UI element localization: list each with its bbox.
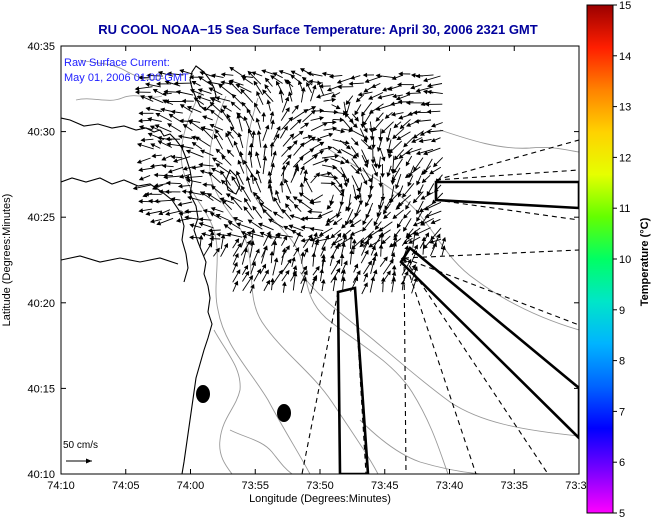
colorbar-tick-label: 5 xyxy=(619,508,625,519)
current-annotation-line1: Raw Surface Current: xyxy=(64,57,170,69)
colorbar-tick-label: 6 xyxy=(619,457,625,469)
x-axis-label: Longitude (Degrees:Minutes) xyxy=(249,493,391,505)
scale-legend: 50 cm/s xyxy=(63,440,98,464)
colorbar-tick-label: 10 xyxy=(619,254,631,266)
y-tick-label: 40:10 xyxy=(27,469,55,481)
station-marker-east xyxy=(277,404,291,422)
x-tick-label: 73:35 xyxy=(500,480,528,492)
station-marker-west xyxy=(196,385,210,403)
colorbar-label: Temperature (°C) xyxy=(639,217,651,306)
y-tick-label: 40:35 xyxy=(27,41,55,53)
x-tick-label: 73:55 xyxy=(241,480,269,492)
colorbar-tick-label: 11 xyxy=(619,203,630,215)
colorbar-tick-label: 15 xyxy=(619,0,631,12)
y-tick-label: 40:30 xyxy=(27,127,55,139)
colorbar-tick-label: 14 xyxy=(619,51,631,63)
x-tick-label: 73:40 xyxy=(436,480,464,492)
x-tick-label: 74:10 xyxy=(47,480,75,492)
colorbar-tick-label: 8 xyxy=(619,356,625,368)
x-tick-label: 73:45 xyxy=(371,480,399,492)
y-axis-ticks: 40:10 40:15 40:20 40:25 40:30 40:35 xyxy=(27,41,579,481)
x-tick-label: 73:50 xyxy=(306,480,334,492)
y-tick-label: 40:15 xyxy=(27,383,55,395)
scale-arrow-head xyxy=(86,458,92,464)
surface-current-vectors xyxy=(132,66,447,295)
y-axis-label: Latitude (Degrees:Minutes) xyxy=(1,194,13,327)
colorbar-ticks: 5 6 7 8 9 10 11 12 13 14 15 xyxy=(613,0,631,519)
colorbar-tick-label: 7 xyxy=(619,406,625,418)
y-tick-label: 40:25 xyxy=(27,212,55,224)
colorbar-tick-label: 12 xyxy=(619,152,631,164)
map-area: 50 cm/s Raw Surface Current: May 01, 200… xyxy=(61,46,579,474)
x-tick-label: 73:30 xyxy=(565,480,593,492)
colorbar-tick-label: 9 xyxy=(619,305,625,317)
transect-boxes xyxy=(336,180,579,474)
scale-label: 50 cm/s xyxy=(63,440,98,451)
colorbar-tick-label: 13 xyxy=(619,102,631,114)
x-tick-label: 74:05 xyxy=(112,480,140,492)
current-annotation-line2: May 01, 2006 01:00 GMT xyxy=(64,72,189,84)
x-tick-label: 74:00 xyxy=(177,480,205,492)
y-tick-label: 40:20 xyxy=(27,298,55,310)
x-axis-ticks: 74:10 74:05 74:00 73:55 73:50 73:45 73:40 73:35… xyxy=(47,46,593,492)
colorbar xyxy=(586,4,614,514)
map-title: RU COOL NOAA−15 Sea Surface Temperature:… xyxy=(98,22,537,37)
